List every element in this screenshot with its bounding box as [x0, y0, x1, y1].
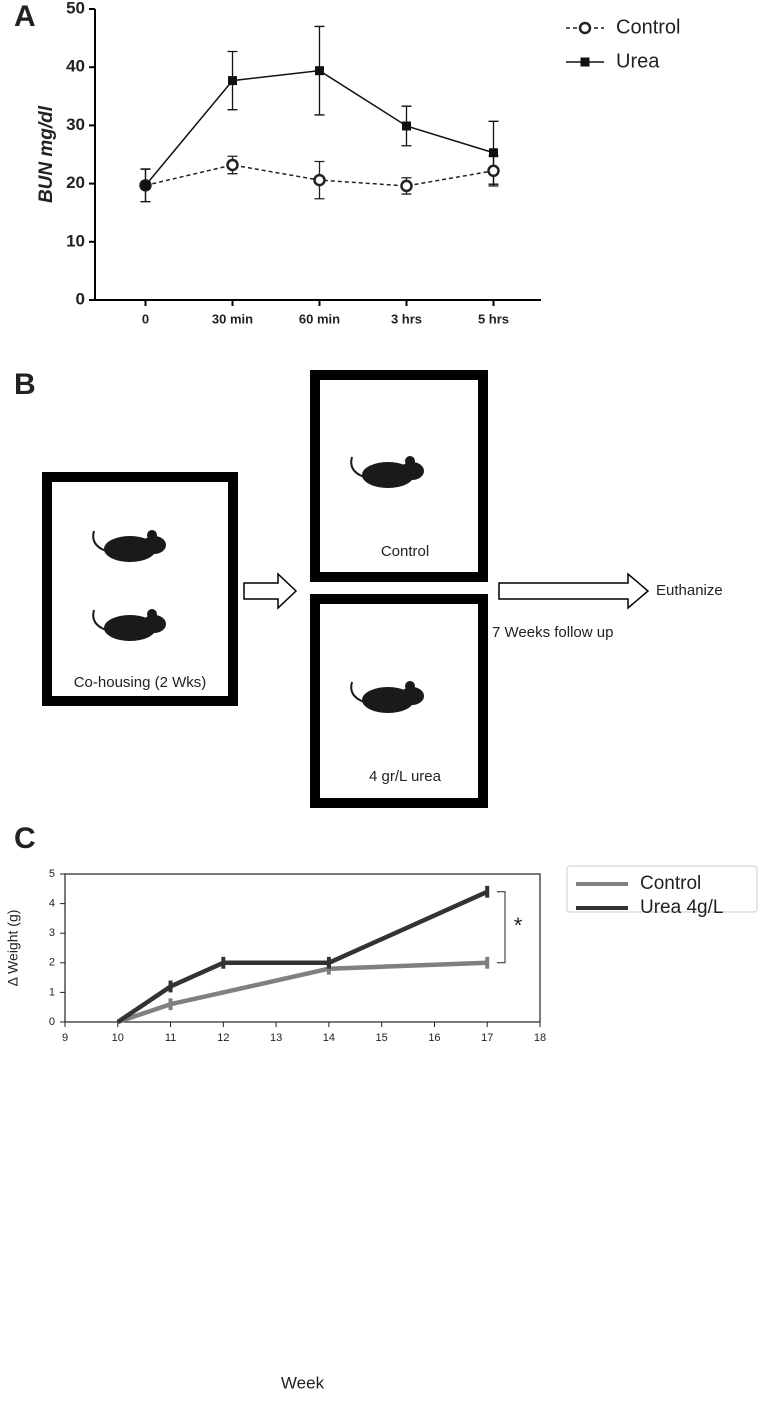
y-tick-label: 30: [66, 115, 85, 134]
y-tick-label: 1: [49, 986, 55, 998]
box: [310, 594, 488, 808]
panel-letter: A: [14, 0, 36, 33]
marker: [402, 121, 411, 131]
significance-bracket: [497, 891, 506, 964]
legend-label: Control: [640, 873, 701, 894]
mouse-icon: [92, 530, 166, 562]
panel-letter: C: [14, 822, 36, 855]
x-tick-label: 18: [534, 1032, 546, 1044]
marker: [489, 148, 498, 158]
x-tick-label: 12: [217, 1032, 229, 1044]
x-tick-label: 9: [62, 1032, 68, 1044]
annotation: *: [514, 913, 523, 938]
x-tick-label: 10: [112, 1032, 124, 1044]
panel-letter: B: [14, 368, 36, 401]
diagram: Co-housing (2 Wks) Control 4 gr/L urea 7…: [42, 370, 723, 808]
y-tick-label: 0: [76, 289, 85, 308]
marker: [400, 179, 413, 193]
x-tick-label: 11: [165, 1032, 176, 1044]
arrow: [243, 572, 298, 610]
legend-marker: [578, 21, 592, 35]
mouse-icon: [350, 681, 424, 713]
y-tick-label: 3: [49, 927, 55, 939]
box-label: Control: [381, 543, 429, 560]
x-tick-label: 30 min: [212, 311, 253, 326]
legend-marker: [580, 57, 590, 67]
marker: [226, 158, 239, 172]
x-tick-label: 0: [142, 311, 149, 326]
y-tick-label: 50: [66, 0, 85, 17]
y-tick-label: 5: [49, 868, 55, 880]
series-line: [117, 960, 488, 1025]
y-tick-label: 4: [49, 898, 55, 910]
arrow-label: Euthanize: [656, 582, 723, 599]
y-axis-title: Δ Weight (g): [5, 910, 21, 987]
x-tick-label: 5 hrs: [478, 311, 509, 326]
box: [310, 370, 488, 582]
x-tick-label: 3 hrs: [391, 311, 422, 326]
y-axis-title: BUN mg/dl: [36, 105, 57, 203]
marker: [313, 173, 326, 187]
mouse-icon: [350, 456, 424, 488]
marker: [228, 76, 237, 86]
legend-box: [566, 865, 758, 913]
x-axis-title: Week: [281, 1373, 325, 1392]
box-label: Co-housing (2 Wks): [74, 674, 207, 691]
y-tick-label: 20: [66, 173, 85, 192]
y-tick-label: 10: [66, 231, 85, 250]
x-tick-label: 15: [376, 1032, 388, 1044]
box: [42, 472, 238, 706]
y-tick-label: 40: [66, 57, 85, 76]
y-tick-label: 2: [49, 957, 55, 969]
arrow-label: 7 Weeks follow up: [492, 624, 613, 641]
mouse-icon: [92, 609, 166, 641]
legend-label: Urea: [616, 50, 660, 72]
y-tick-label: 0: [49, 1016, 55, 1028]
box-label: 4 gr/L urea: [369, 768, 442, 785]
x-tick-label: 60 min: [299, 311, 340, 326]
x-tick-label: 16: [428, 1032, 440, 1044]
x-tick-label: 17: [481, 1032, 493, 1044]
arrow: [498, 572, 650, 610]
plot-frame: [64, 873, 541, 1023]
marker: [141, 180, 150, 190]
marker: [487, 164, 500, 178]
x-tick-label: 14: [323, 1032, 335, 1044]
marker: [315, 66, 324, 76]
legend-label: Urea 4g/L: [640, 897, 723, 918]
x-tick-label: 13: [270, 1032, 282, 1044]
legend-label: Control: [616, 16, 680, 38]
